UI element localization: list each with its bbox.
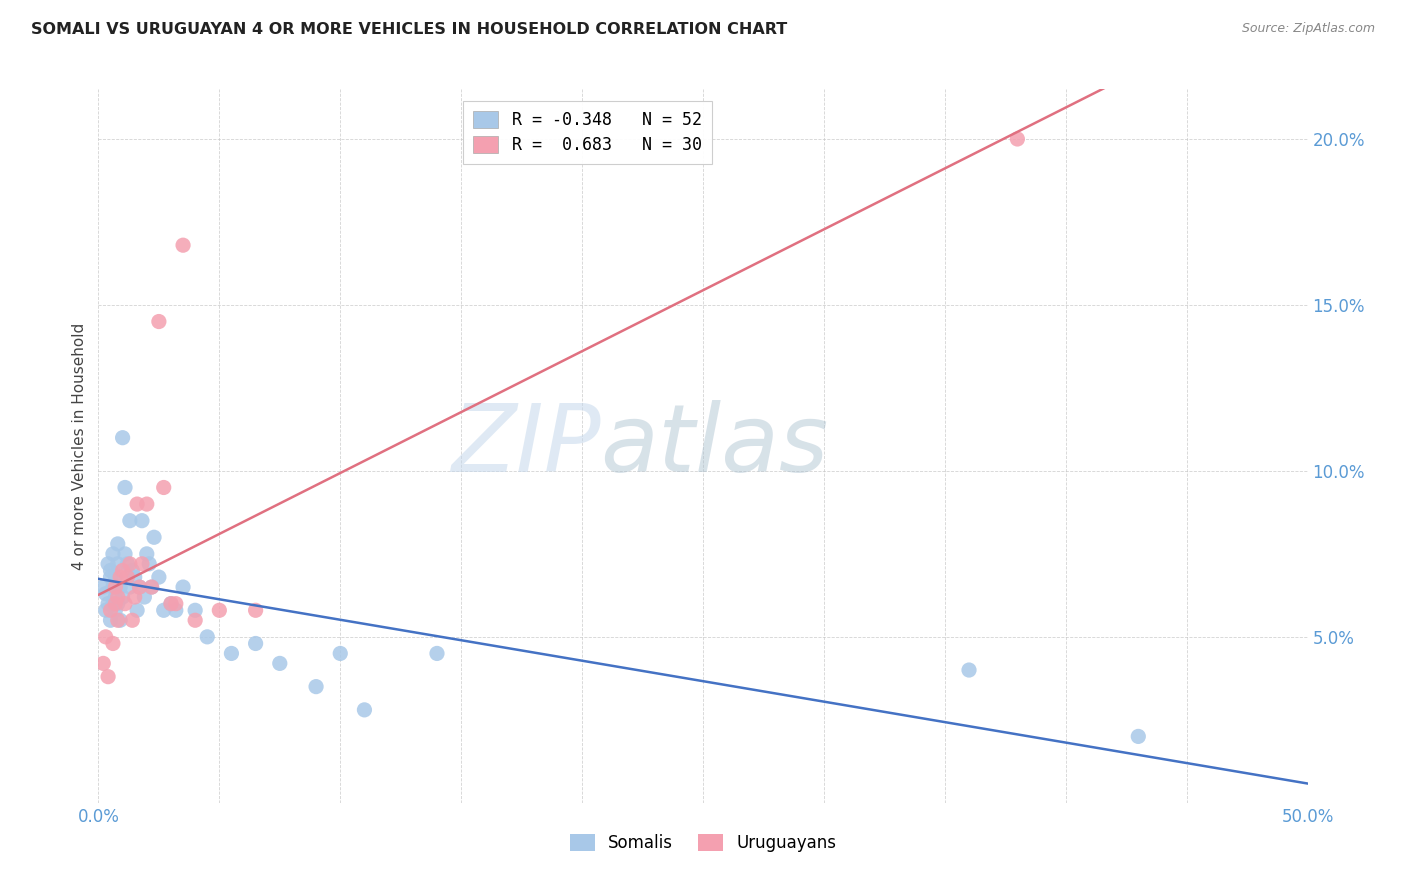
Point — [114, 597, 136, 611]
Point — [108, 580, 131, 594]
Point — [128, 580, 150, 594]
Point — [108, 570, 131, 584]
Point — [114, 481, 136, 495]
Text: Source: ZipAtlas.com: Source: ZipAtlas.com — [1241, 22, 1375, 36]
Point — [245, 636, 267, 650]
Point — [104, 580, 127, 594]
Point — [97, 670, 120, 684]
Point — [121, 613, 143, 627]
Point — [118, 580, 141, 594]
Point — [305, 680, 328, 694]
Point — [107, 537, 129, 551]
Point — [152, 603, 174, 617]
Point — [269, 657, 291, 671]
Point — [245, 603, 267, 617]
Point — [94, 630, 117, 644]
Point — [135, 497, 157, 511]
Point — [100, 570, 122, 584]
Point — [152, 481, 174, 495]
Point — [957, 663, 980, 677]
Point — [184, 603, 207, 617]
Point — [121, 564, 143, 578]
Point — [128, 580, 150, 594]
Point — [208, 603, 231, 617]
Point — [97, 557, 120, 571]
Point — [101, 580, 124, 594]
Point — [100, 603, 122, 617]
Point — [118, 514, 141, 528]
Point — [91, 657, 114, 671]
Point — [101, 597, 124, 611]
Point — [135, 547, 157, 561]
Point — [148, 314, 170, 328]
Text: atlas: atlas — [600, 401, 828, 491]
Point — [141, 580, 163, 594]
Point — [172, 238, 194, 252]
Point — [141, 580, 163, 594]
Point — [329, 647, 352, 661]
Point — [148, 570, 170, 584]
Point — [118, 557, 141, 571]
Point — [131, 557, 153, 571]
Point — [1007, 132, 1029, 146]
Text: SOMALI VS URUGUAYAN 4 OR MORE VEHICLES IN HOUSEHOLD CORRELATION CHART: SOMALI VS URUGUAYAN 4 OR MORE VEHICLES I… — [31, 22, 787, 37]
Text: ZIP: ZIP — [450, 401, 600, 491]
Point — [124, 570, 146, 584]
Point — [165, 597, 187, 611]
Point — [127, 603, 149, 617]
Point — [117, 557, 139, 571]
Point — [195, 630, 218, 644]
Point — [91, 580, 114, 594]
Point — [94, 587, 117, 601]
Point — [117, 570, 139, 584]
Point — [131, 514, 153, 528]
Point — [108, 613, 131, 627]
Point — [107, 613, 129, 627]
Point — [184, 613, 207, 627]
Point — [111, 564, 134, 578]
Point — [114, 547, 136, 561]
Point — [111, 590, 134, 604]
Point — [104, 570, 127, 584]
Point — [101, 547, 124, 561]
Point — [127, 497, 149, 511]
Point — [100, 564, 122, 578]
Point — [426, 647, 449, 661]
Point — [165, 603, 187, 617]
Legend: Somalis, Uruguayans: Somalis, Uruguayans — [562, 827, 844, 859]
Point — [124, 590, 146, 604]
Point — [172, 580, 194, 594]
Point — [111, 431, 134, 445]
Y-axis label: 4 or more Vehicles in Household: 4 or more Vehicles in Household — [72, 322, 87, 570]
Point — [138, 557, 160, 571]
Point — [1128, 730, 1150, 744]
Point — [104, 590, 127, 604]
Point — [160, 597, 183, 611]
Point — [104, 597, 127, 611]
Point — [107, 557, 129, 571]
Point — [107, 597, 129, 611]
Point — [143, 530, 166, 544]
Point — [221, 647, 243, 661]
Point — [104, 603, 127, 617]
Point — [353, 703, 375, 717]
Point — [100, 613, 122, 627]
Point — [94, 603, 117, 617]
Point — [160, 597, 183, 611]
Point — [134, 590, 156, 604]
Point — [107, 590, 129, 604]
Point — [97, 597, 120, 611]
Point — [101, 636, 124, 650]
